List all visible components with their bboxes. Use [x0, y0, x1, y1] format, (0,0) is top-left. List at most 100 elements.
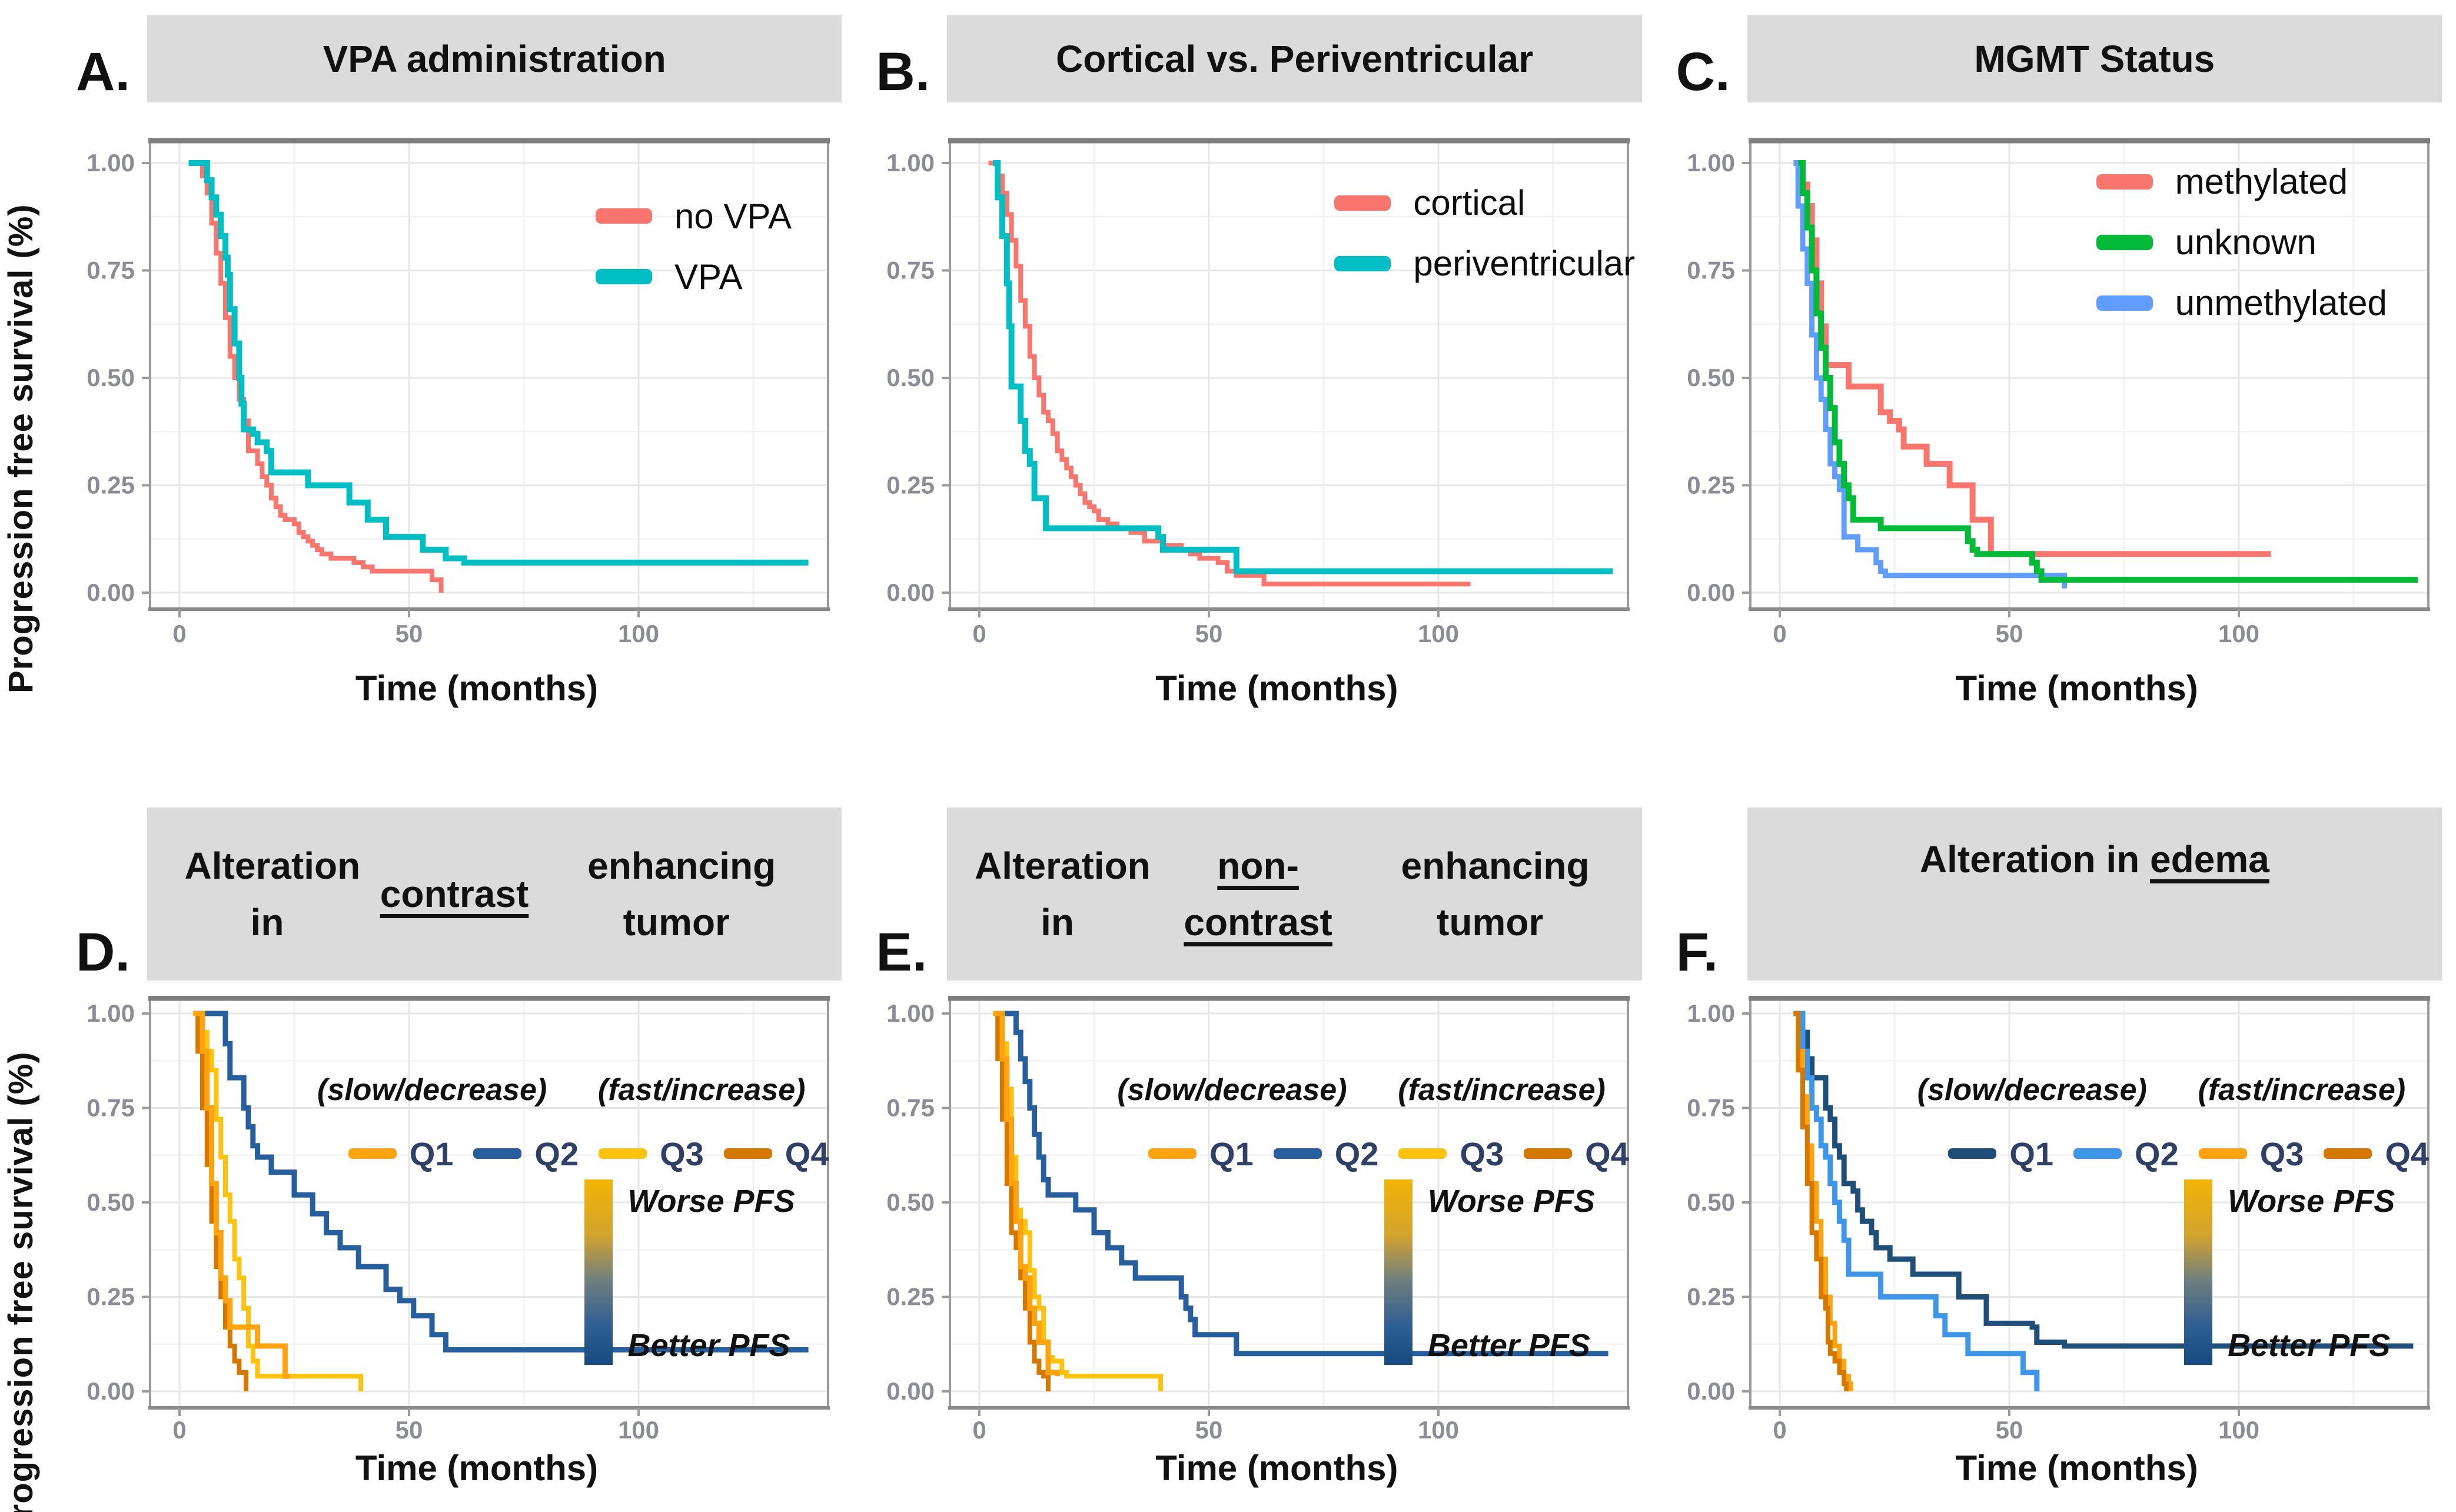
- km-plot-D: 1.00 0.75 0.50 0.25 0.00 0 50 100: [87, 996, 830, 1444]
- panel-title: Cortical vs. Periventricular: [947, 15, 1642, 102]
- legend-swatch-icon: [1524, 1148, 1573, 1159]
- panel-title-text: enhancing tumor: [577, 845, 786, 943]
- better-pfs-label: Better PFS: [627, 1328, 790, 1364]
- x-axis-title: Time (months): [355, 669, 599, 708]
- y-tick-label: 0.50: [1687, 364, 1735, 391]
- legend-swatch-icon: [2096, 234, 2153, 250]
- worse-pfs-label: Worse PFS: [1427, 1184, 1595, 1219]
- y-tick-label: 1.00: [887, 999, 935, 1027]
- x-tick-label: 0: [172, 620, 186, 647]
- legend-item-Q1: Q1: [348, 1135, 453, 1173]
- plot-area-B: 1.00 0.75 0.50 0.25 0.00 0 50 100 cortical periv…: [868, 135, 1635, 664]
- legend-label: VPA: [674, 257, 743, 297]
- legend-swatch-icon: [2096, 174, 2153, 190]
- x-tick-label: 50: [1195, 1416, 1223, 1444]
- y-tick-label: 0.00: [1687, 579, 1735, 606]
- legend-label: unmethylated: [2175, 283, 2387, 323]
- km-curve-periventricular: [993, 160, 1613, 574]
- x-tick-label: 100: [2218, 1416, 2259, 1444]
- y-tick-label: 0.25: [887, 1283, 935, 1311]
- quartile-legend-items: Q1 Q2 Q3 Q4: [282, 1135, 829, 1173]
- y-axis-label-cell-top: Progression free survival (%): [0, 13, 56, 709]
- panel-title-underlined: edema: [2150, 838, 2269, 880]
- panel-letter: F.: [1676, 922, 1719, 982]
- y-tick-label: 0.25: [1687, 471, 1735, 499]
- plot-area-D: 1.00 0.75 0.50 0.25 0.00 0 50 100 (slow/decreas…: [68, 996, 833, 1444]
- y-tick-label: 0.25: [87, 471, 135, 499]
- y-tick-label: 0.75: [1687, 257, 1735, 284]
- x-tick-label: 100: [1418, 620, 1459, 647]
- x-axis-title: Time (months): [1155, 669, 1398, 708]
- gradient-legend-D: Worse PFS Better PFS: [584, 1179, 795, 1365]
- pfs-gradient-bar: [584, 1179, 613, 1365]
- better-pfs-label: Better PFS: [1427, 1328, 1590, 1364]
- pfs-gradient-labels: Worse PFS Better PFS: [1428, 1179, 1595, 1365]
- x-tick-label: 100: [2218, 620, 2259, 647]
- panel-E-header: E. Alteration in non-contrast enhancing …: [868, 807, 1642, 983]
- legend-swatch-icon: [1148, 1148, 1197, 1159]
- legend-item-VPA: VPA: [596, 257, 792, 297]
- panel-title-text: enhancing tumor: [1390, 845, 1600, 943]
- panel-letter: B.: [876, 42, 930, 102]
- panel-title-text: Alteration in: [1919, 838, 2150, 880]
- y-tick-label: 0.75: [87, 257, 135, 284]
- legend-B: cortical periventricular: [1334, 182, 1635, 284]
- legend-item-Q2: Q2: [473, 1135, 579, 1173]
- panel-A: A. VPA administration 1.00 0.75 0.50 0.25 0.…: [56, 13, 856, 709]
- legend-item-Q2: Q2: [2073, 1135, 2179, 1173]
- legend-label: Q2: [1334, 1135, 1379, 1172]
- y-axis-label-cell-bottom: Progression free survival (%): [0, 807, 56, 1512]
- y-tick-label: 0.00: [1687, 1377, 1735, 1405]
- panel-title: Alteration in edema: [1747, 807, 2442, 981]
- y-tick-label: 1.00: [87, 149, 135, 177]
- legend-item-Q3: Q3: [2198, 1135, 2304, 1173]
- x-tick-label: 0: [172, 1416, 186, 1444]
- panel-D: D. Alteration in contrast enhancing tumo…: [56, 807, 856, 1488]
- panel-title: Alteration in non-contrast enhancing tum…: [947, 807, 1642, 981]
- panel-A-header: A. VPA administration: [68, 13, 842, 102]
- x-tick-label: 50: [1995, 620, 2023, 647]
- x-tick-label: 0: [1773, 1416, 1786, 1444]
- panel-letter: A.: [76, 42, 130, 102]
- km-curve-no-VPA: [188, 161, 444, 593]
- pfs-gradient-bar: [1384, 1179, 1413, 1365]
- panel-title-text: VPA administration: [323, 38, 666, 80]
- panel-C-header: C. MGMT Status: [1668, 13, 2442, 102]
- km-curve-Q2: [202, 1011, 809, 1353]
- km-curve-Q4: [1793, 1011, 1849, 1391]
- gradient-legend-E: Worse PFS Better PFS: [1384, 1179, 1595, 1365]
- legend-item-Q2: Q2: [1273, 1135, 1379, 1173]
- legend-item-unmethylated: unmethylated: [2096, 283, 2387, 323]
- figure-row-bottom: Progression free survival (%) D. Alterat…: [0, 807, 2456, 1512]
- pfs-gradient-labels: Worse PFS Better PFS: [628, 1179, 795, 1365]
- x-axis-title: Time (months): [1155, 1448, 1398, 1488]
- km-curve-Q2: [1793, 1011, 2039, 1391]
- km-curve-VPA: [188, 160, 809, 566]
- legend-swatch-icon: [2096, 295, 2153, 311]
- km-curve-Q4: [193, 1011, 249, 1391]
- y-tick-label: 0.75: [887, 1094, 935, 1122]
- pfs-gradient-bar: [2184, 1179, 2213, 1365]
- panel-title-text: Cortical vs. Periventricular: [1055, 38, 1533, 80]
- x-tick-label: 100: [618, 1416, 659, 1444]
- panel-title-underlined: contrast: [380, 873, 529, 915]
- panel-title: VPA administration: [147, 15, 842, 102]
- panel-B: B. Cortical vs. Periventricular 1.00 0.75…: [856, 13, 1656, 709]
- y-tick-label: 0.00: [887, 579, 935, 606]
- km-plot-F: 1.00 0.75 0.50 0.25 0.00 0 50 100: [1687, 996, 2430, 1444]
- legend-item-periventricular: periventricular: [1334, 243, 1635, 284]
- legend-item-Q3: Q3: [1398, 1135, 1504, 1173]
- x-tick-label: 50: [396, 620, 423, 647]
- km-curve-Q1: [993, 1011, 1061, 1377]
- x-tick-label: 100: [1418, 1416, 1459, 1444]
- y-tick-label: 0.75: [87, 1094, 135, 1122]
- legend-label: Q4: [2385, 1135, 2430, 1172]
- worse-pfs-label: Worse PFS: [627, 1184, 795, 1219]
- x-tick-label: 0: [973, 620, 986, 647]
- quartile-legend-items: Q1 Q2 Q3 Q4: [1082, 1135, 1629, 1173]
- x-tick-label: 50: [396, 1416, 423, 1444]
- km-curve-Q1: [193, 1011, 290, 1379]
- y-tick-label: 0.00: [87, 579, 135, 606]
- km-curve-methylated: [1793, 160, 2271, 557]
- x-axis-title: Time (months): [355, 1448, 599, 1488]
